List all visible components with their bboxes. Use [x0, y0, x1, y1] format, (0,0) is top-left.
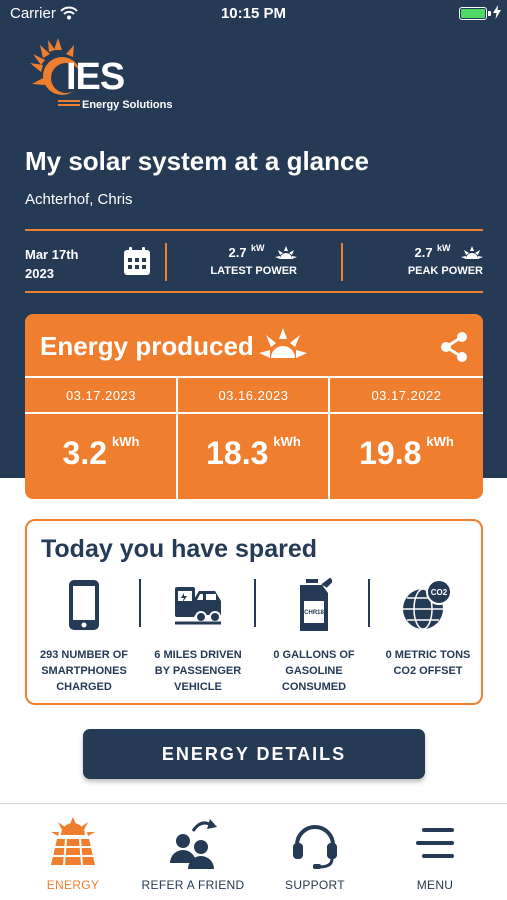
- spared-item-co2: CO2 0 METRIC TONS CO2 OFFSET: [373, 577, 483, 679]
- energy-unit: kWh: [273, 434, 301, 449]
- energy-details-button[interactable]: ENERGY DETAILS: [83, 729, 425, 779]
- spared-label-line: 0 METRIC TONS: [385, 649, 471, 661]
- sun-icon: [275, 246, 297, 259]
- refer-friend-icon: [170, 819, 217, 869]
- battery-icon: [459, 7, 487, 20]
- tab-refer-a-friend[interactable]: REFER A FRIEND: [130, 814, 256, 892]
- spared-label-line: 293 NUMBER OF: [39, 649, 129, 661]
- stats-divider: [341, 243, 343, 281]
- energy-column[interactable]: 03.17.2023 3.2 kWh: [25, 378, 177, 499]
- spared-item-gasoline: CHR18 0 GALLONS OF GASOLINE CONSUMED: [259, 577, 369, 695]
- tab-support[interactable]: SUPPORT: [252, 814, 378, 892]
- sun-icon: [461, 246, 483, 259]
- gas-can-label: CHR18: [304, 610, 324, 616]
- spared-item-smartphones: 293 NUMBER OF SMARTPHONES CHARGED: [29, 577, 139, 695]
- peak-power: 2.7 kW PEAK POWER: [365, 243, 483, 277]
- menu-icon: [416, 828, 454, 858]
- spared-divider: [368, 579, 370, 627]
- co2-bubble-label: CO2: [431, 588, 448, 597]
- gas-can-icon: CHR18: [300, 577, 332, 631]
- energy-unit: kWh: [112, 434, 140, 449]
- energy-value: 18.3: [206, 435, 269, 471]
- peak-power-value: 2.7: [414, 245, 433, 260]
- energy-date: 03.17.2022: [330, 378, 483, 414]
- wifi-icon: [60, 6, 78, 20]
- spared-label-line: CO2 OFFSET: [393, 665, 463, 677]
- spared-label-line: CONSUMED: [281, 681, 347, 693]
- spared-title: Today you have spared: [41, 535, 318, 563]
- status-bar: Carrier 10:15 PM: [0, 0, 507, 28]
- sun-logo-icon: [30, 38, 81, 95]
- charging-bolt-icon: [493, 5, 501, 19]
- tab-energy[interactable]: ENERGY: [10, 814, 136, 892]
- carrier-label: Carrier: [10, 5, 56, 22]
- energy-produced-title: Energy produced: [40, 331, 254, 361]
- latest-power: 2.7 kW LATEST POWER: [183, 243, 297, 277]
- smartphone-icon: [69, 580, 99, 630]
- spared-divider: [254, 579, 256, 627]
- peak-power-label: PEAK POWER: [407, 265, 483, 277]
- share-icon[interactable]: [440, 332, 468, 362]
- stats-divider: [165, 243, 167, 281]
- latest-power-unit: kW: [251, 243, 265, 253]
- solar-panel-icon: [51, 817, 95, 866]
- energy-columns: 03.17.2023 3.2 kWh 03.16.2023 18.3 kWh 03.…: [25, 376, 483, 499]
- logo-bars-icon: [58, 100, 80, 106]
- sun-icon: [259, 328, 307, 358]
- spared-divider: [139, 579, 141, 627]
- tab-menu[interactable]: MENU: [372, 814, 498, 892]
- power-stats-row: Mar 17th 2023 2.7 kW LATEST POWER 2.7 kW: [25, 229, 483, 293]
- spared-label-line: GASOLINE: [285, 665, 343, 677]
- energy-value: 19.8: [359, 435, 422, 471]
- energy-produced-card: Energy produced 03.17.2023 3.2 kWh 03.16.…: [25, 314, 483, 499]
- latest-power-label: LATEST POWER: [210, 265, 297, 277]
- headset-icon: [293, 825, 337, 869]
- energy-date: 03.16.2023: [178, 378, 329, 414]
- date-year: 2023: [25, 266, 54, 281]
- logo-subtitle: Energy Solutions: [82, 99, 173, 111]
- energy-column[interactable]: 03.17.2022 19.8 kWh: [328, 378, 483, 499]
- logo-wordmark: IES: [66, 56, 125, 98]
- energy-column[interactable]: 03.16.2023 18.3 kWh: [176, 378, 329, 499]
- spared-label-line: BY PASSENGER: [154, 665, 242, 677]
- latest-power-value: 2.7: [228, 245, 247, 260]
- energy-value: 3.2: [62, 435, 108, 471]
- tab-label: MENU: [416, 878, 454, 892]
- user-name: Achterhof, Chris: [25, 191, 133, 208]
- tab-label: REFER A FRIEND: [141, 878, 245, 892]
- spared-item-miles: 6 MILES DRIVEN BY PASSENGER VEHICLE: [143, 577, 253, 695]
- peak-power-unit: kW: [437, 243, 451, 253]
- spared-card: Today you have spared 293 NUMBER OF SMAR…: [25, 519, 483, 705]
- current-date[interactable]: Mar 17th 2023: [25, 245, 78, 283]
- tab-label: ENERGY: [46, 878, 100, 892]
- page-title: My solar system at a glance: [25, 146, 369, 176]
- spared-label-line: SMARTPHONES: [41, 665, 127, 677]
- spared-label-line: 0 GALLONS OF: [273, 649, 355, 661]
- tab-label: SUPPORT: [285, 878, 345, 892]
- energy-date: 03.17.2023: [25, 378, 177, 414]
- spared-label-line: CHARGED: [56, 681, 112, 693]
- calendar-icon[interactable]: [124, 247, 150, 275]
- tab-bar: ENERGY REFER A FRIEND SUPPORT: [0, 803, 507, 900]
- date-day: Mar 17th: [25, 247, 79, 262]
- energy-unit: kWh: [426, 434, 454, 449]
- ies-logo: IES Energy Solutions: [28, 36, 172, 116]
- spared-label-line: VEHICLE: [174, 681, 222, 693]
- clock-label: 10:15 PM: [220, 5, 287, 22]
- globe-co2-icon: CO2: [403, 579, 452, 630]
- spared-label-line: 6 MILES DRIVEN: [154, 649, 242, 661]
- vehicle-icon: [175, 587, 221, 625]
